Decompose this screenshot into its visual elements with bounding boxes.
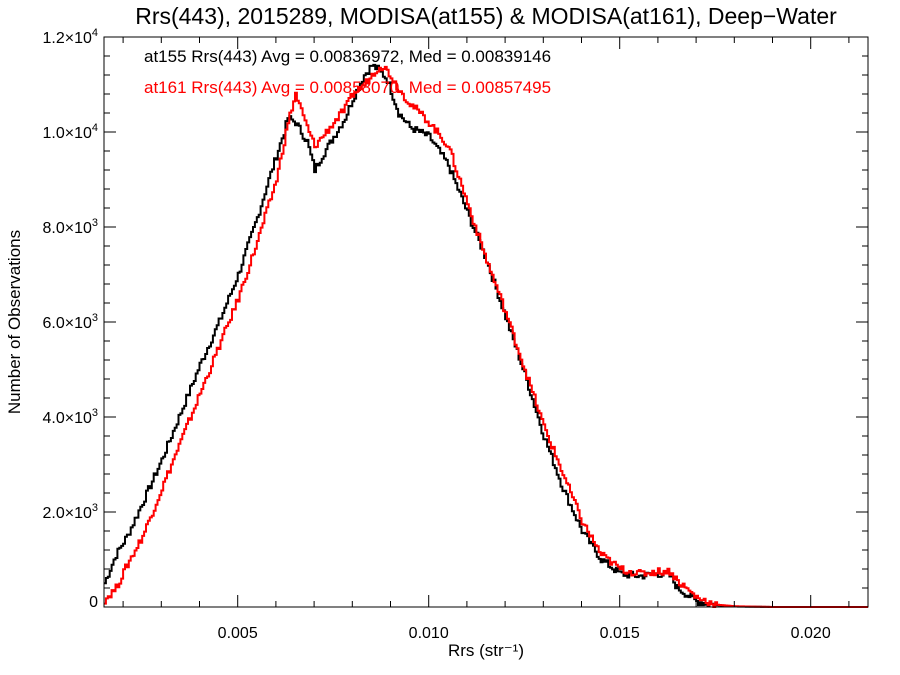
x-tick-label-3: 0.020 bbox=[791, 625, 831, 642]
x-tick-labels: 0.005 0.010 0.015 0.020 bbox=[218, 625, 831, 642]
y-tick-label-2: 4.0×103 bbox=[42, 407, 98, 427]
x-tick-label-0: 0.005 bbox=[218, 625, 258, 642]
y-tick-label-5: 1.0×104 bbox=[42, 122, 98, 142]
legend-at155: at155 Rrs(443) Avg = 0.00836972, Med = 0… bbox=[144, 47, 551, 66]
y-tick-label-4: 8.0×103 bbox=[42, 217, 98, 237]
axis-ticks bbox=[104, 36, 868, 608]
series-line-1 bbox=[104, 65, 868, 608]
y-tick-label-6: 1.2×104 bbox=[42, 27, 98, 47]
series-group bbox=[104, 63, 868, 608]
y-tick-label-1: 2.0×103 bbox=[42, 502, 98, 522]
y-tick-label-3: 6.0×103 bbox=[42, 312, 98, 332]
series-line-0 bbox=[104, 63, 868, 608]
legend-at161: at161 Rrs(443) Avg = 0.00858070, Med = 0… bbox=[144, 78, 551, 97]
x-tick-label-1: 0.010 bbox=[409, 625, 449, 642]
y-tick-label-0: 0 bbox=[89, 594, 98, 611]
chart-title: Rrs(443), 2015289, MODISA(at155) & MODIS… bbox=[135, 3, 837, 29]
x-axis-label: Rrs (str⁻¹) bbox=[448, 641, 524, 660]
y-axis-label: Number of Observations bbox=[5, 230, 24, 414]
x-tick-label-2: 0.015 bbox=[600, 625, 640, 642]
y-tick-labels: 0 2.0×103 4.0×103 6.0×103 8.0×103 1.0×104 1.2×… bbox=[42, 27, 98, 611]
